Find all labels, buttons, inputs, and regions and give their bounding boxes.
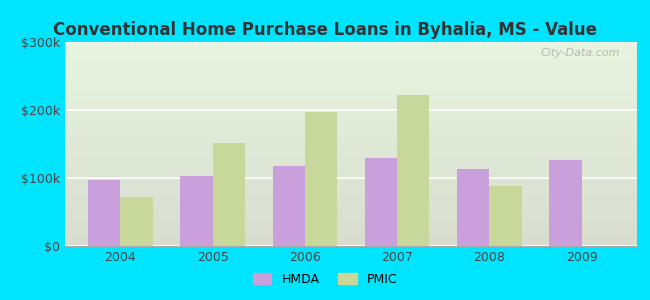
Bar (213, 142, 245, 246)
Bar (397, 95, 430, 246)
Bar (180, 176, 213, 246)
Bar (549, 160, 582, 246)
Bar (88, 180, 120, 246)
Text: Conventional Home Purchase Loans in Byhalia, MS - Value: Conventional Home Purchase Loans in Byha… (53, 21, 597, 39)
Bar (489, 186, 522, 246)
Legend: HMDA, PMIC: HMDA, PMIC (248, 268, 402, 291)
Bar (305, 112, 337, 246)
Text: City-Data.com: City-Data.com (540, 48, 620, 58)
Bar (365, 158, 397, 246)
Bar (120, 197, 153, 246)
Bar (457, 169, 489, 246)
Bar (272, 166, 305, 246)
